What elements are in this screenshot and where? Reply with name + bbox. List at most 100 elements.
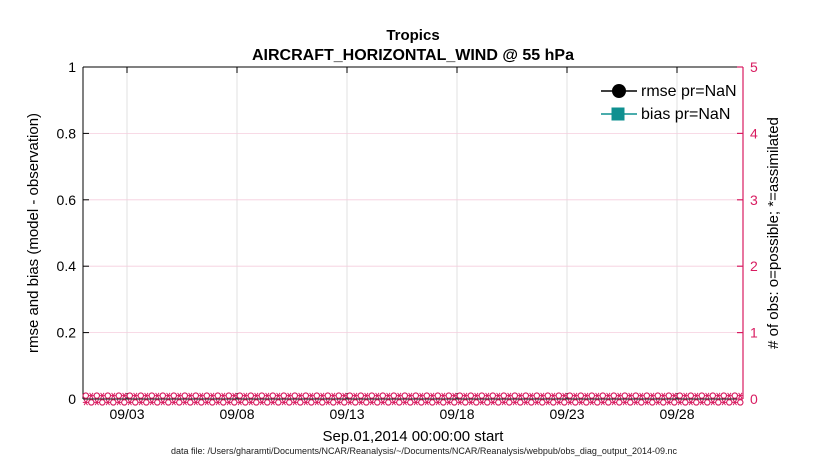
obs-possible-marker [137, 392, 145, 399]
obs-assimilated-marker [649, 392, 656, 399]
obs-assimilated-marker [302, 399, 309, 406]
obs-possible-marker [495, 399, 502, 406]
obs-assimilated-marker [550, 392, 557, 399]
obs-assimilated-marker [665, 399, 672, 406]
obs-assimilated-marker [379, 399, 386, 406]
obs-possible-marker [88, 399, 95, 406]
obs-possible-marker [280, 392, 288, 399]
chart-subtitle: AIRCRAFT_HORIZONTAL_WIND @ 55 hPa [252, 47, 574, 64]
obs-possible-marker [390, 392, 398, 399]
obs-possible-marker [726, 399, 733, 406]
obs-assimilated-marker [506, 392, 513, 399]
obs-possible-marker [588, 392, 596, 399]
obs-assimilated-marker [187, 392, 194, 399]
obs-possible-marker [220, 399, 227, 406]
obs-possible-marker [330, 399, 337, 406]
obs-possible-marker [143, 399, 150, 406]
obs-assimilated-marker [638, 392, 645, 399]
obs-assimilated-marker [385, 392, 392, 399]
obs-possible-marker [484, 399, 491, 406]
obs-possible-marker [566, 392, 574, 399]
obs-possible-marker [352, 399, 359, 406]
obs-assimilated-marker [429, 392, 436, 399]
obs-assimilated-marker [643, 399, 650, 406]
right-y-axis-label: # of obs: o=possible; *=assimilated [765, 117, 782, 349]
obs-assimilated-marker [181, 399, 188, 406]
obs-assimilated-marker [698, 399, 705, 406]
obs-assimilated-marker [115, 399, 122, 406]
obs-assimilated-marker [82, 399, 89, 406]
obs-possible-marker [451, 399, 458, 406]
obs-assimilated-marker [330, 392, 337, 399]
obs-assimilated-marker [335, 399, 342, 406]
obs-possible-marker [214, 392, 222, 399]
obs-assimilated-marker [484, 392, 491, 399]
obs-assimilated-marker [528, 392, 535, 399]
obs-possible-marker [423, 392, 431, 399]
obs-assimilated-marker [715, 392, 722, 399]
obs-assimilated-marker [396, 392, 403, 399]
obs-possible-marker [709, 392, 717, 399]
left-y-axis-label: rmse and bias (model - observation) [25, 113, 42, 353]
obs-possible-marker [159, 392, 167, 399]
obs-possible-marker [511, 392, 519, 399]
data-file-footer: data file: /Users/gharamti/Documents/NCA… [171, 446, 678, 456]
obs-assimilated-marker [341, 392, 348, 399]
x-tick-label: 09/08 [219, 406, 254, 422]
obs-possible-marker [632, 392, 640, 399]
obs-assimilated-marker [522, 399, 529, 406]
obs-possible-marker [478, 392, 486, 399]
obs-possible-marker [665, 392, 673, 399]
obs-possible-marker [407, 399, 414, 406]
obs-possible-marker [572, 399, 579, 406]
obs-assimilated-marker [660, 392, 667, 399]
obs-possible-marker [203, 392, 211, 399]
legend-bias-square-marker [611, 107, 625, 121]
obs-assimilated-marker [489, 399, 496, 406]
obs-assimilated-marker [451, 392, 458, 399]
legend-rmse-label: rmse pr=NaN [641, 83, 737, 100]
left-tick-label: 1 [68, 59, 76, 75]
obs-assimilated-marker [407, 392, 414, 399]
obs-assimilated-marker [346, 399, 353, 406]
x-axis-label: Sep.01,2014 00:00:00 start [323, 428, 505, 445]
obs-possible-marker [638, 399, 645, 406]
left-tick-marks [83, 66, 89, 400]
obs-assimilated-marker [533, 399, 540, 406]
obs-possible-marker [649, 399, 656, 406]
obs-possible-marker [198, 399, 205, 406]
left-tick-label: 0.6 [57, 192, 77, 208]
obs-possible-marker [599, 392, 607, 399]
obs-assimilated-marker [308, 392, 315, 399]
x-tick-label: 09/03 [109, 406, 144, 422]
obs-possible-marker [621, 392, 629, 399]
obs-possible-marker [594, 399, 601, 406]
obs-assimilated-marker [110, 392, 117, 399]
obs-possible-marker [440, 399, 447, 406]
obs-possible-marker [121, 399, 128, 406]
obs-assimilated-marker [324, 399, 331, 406]
obs-assimilated-marker [352, 392, 359, 399]
obs-assimilated-marker [594, 392, 601, 399]
obs-assimilated-marker [676, 399, 683, 406]
x-tick-label: 09/18 [439, 406, 474, 422]
obs-possible-marker [176, 399, 183, 406]
obs-possible-marker [489, 392, 497, 399]
obs-assimilated-marker [577, 399, 584, 406]
left-tick-label: 0.2 [57, 325, 77, 341]
obs-possible-marker [605, 399, 612, 406]
obs-possible-marker [225, 392, 233, 399]
obs-possible-marker [104, 392, 112, 399]
obs-assimilated-marker [671, 392, 678, 399]
obs-possible-marker [412, 392, 420, 399]
right-tick-label: 1 [750, 325, 758, 341]
left-tick-label: 0.4 [57, 258, 77, 274]
obs-assimilated-marker [242, 392, 249, 399]
obs-assimilated-marker [170, 399, 177, 406]
obs-possible-marker [731, 392, 739, 399]
obs-possible-marker [385, 399, 392, 406]
obs-assimilated-marker [616, 392, 623, 399]
obs-possible-marker [110, 399, 117, 406]
obs-assimilated-marker [176, 392, 183, 399]
